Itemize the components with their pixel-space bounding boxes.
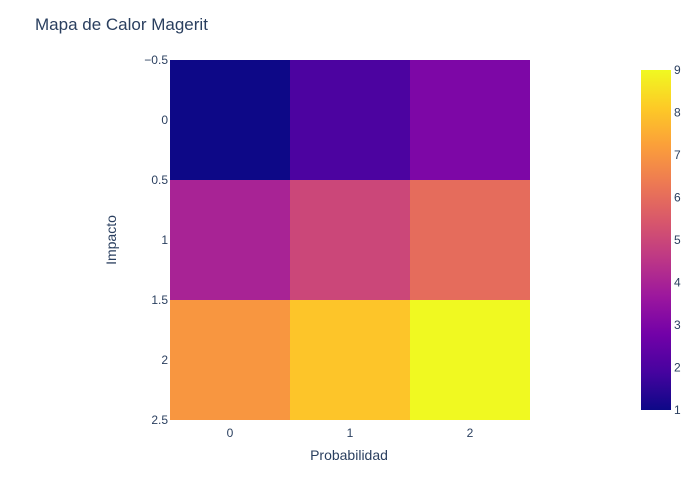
y-tick-label: −0.5	[144, 53, 168, 67]
colorbar-ticks: 1 2 3 4 5 6 7 8 9	[674, 63, 681, 417]
heatmap-cell	[170, 300, 290, 420]
colorbar-tick-label: 9	[674, 63, 681, 77]
colorbar-tick-label: 7	[674, 148, 681, 162]
colorbar	[641, 70, 671, 410]
y-axis-title: Impacto	[103, 215, 119, 265]
colorbar-tick-label: 2	[674, 361, 681, 375]
y-tick-label: 0.5	[151, 173, 168, 187]
y-tick-label: 0	[161, 113, 168, 127]
heatmap-cells	[170, 60, 530, 420]
heatmap-cell	[290, 60, 410, 180]
colorbar-tick-label: 1	[674, 403, 681, 417]
x-axis-title: Probabilidad	[310, 447, 388, 463]
heatmap-cell	[410, 180, 530, 300]
y-tick-label: 2.5	[151, 413, 168, 427]
chart-title: Mapa de Calor Magerit	[35, 15, 208, 34]
x-tick-label: 2	[467, 426, 474, 440]
colorbar-tick-label: 4	[674, 276, 681, 290]
y-axis-ticks: −0.5 0 0.5 1 1.5 2 2.5	[144, 53, 168, 427]
y-tick-label: 2	[161, 353, 168, 367]
y-tick-label: 1	[161, 233, 168, 247]
heatmap-cell	[170, 180, 290, 300]
x-tick-label: 1	[347, 426, 354, 440]
y-tick-label: 1.5	[151, 293, 168, 307]
heatmap-cell	[170, 60, 290, 180]
colorbar-tick-label: 6	[674, 191, 681, 205]
heatmap-cell	[290, 180, 410, 300]
heatmap-cell	[410, 60, 530, 180]
colorbar-tick-label: 5	[674, 233, 681, 247]
x-axis-ticks: 0 1 2	[227, 426, 474, 440]
heatmap-cell	[290, 300, 410, 420]
heatmap-cell	[410, 300, 530, 420]
x-tick-label: 0	[227, 426, 234, 440]
colorbar-tick-label: 8	[674, 106, 681, 120]
colorbar-tick-label: 3	[674, 318, 681, 332]
